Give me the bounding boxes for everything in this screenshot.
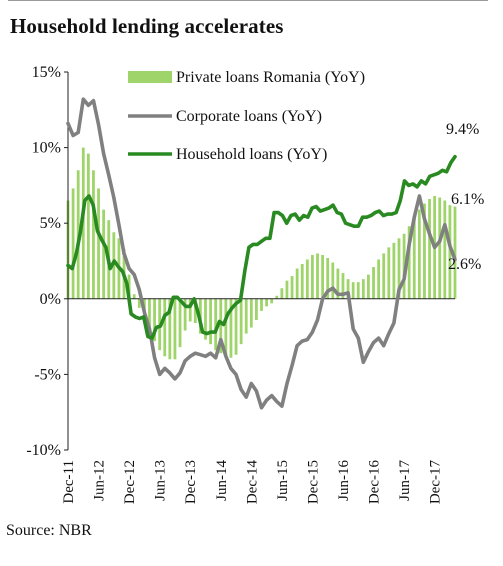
private-loans-bar bbox=[204, 298, 207, 340]
private-loans-bar bbox=[224, 298, 228, 357]
private-loans-bar bbox=[351, 282, 355, 299]
private-loans-bar bbox=[423, 203, 426, 299]
private-loans-bar bbox=[132, 294, 136, 299]
private-loans-bar bbox=[377, 259, 381, 299]
x-tick-label: Dec-13 bbox=[183, 460, 199, 504]
x-tick-label: Jun-13 bbox=[153, 460, 169, 501]
private-loans-bar bbox=[92, 170, 95, 299]
private-loans-bar bbox=[285, 280, 289, 299]
private-loans-bar bbox=[234, 298, 238, 355]
legend-swatch-private-loans bbox=[128, 71, 172, 83]
private-loans-bar bbox=[392, 242, 396, 299]
private-loans-bar bbox=[249, 298, 253, 328]
private-loans-bar bbox=[86, 153, 90, 299]
y-tick-label: 15% bbox=[32, 64, 61, 81]
x-tick-label: Dec-14 bbox=[244, 460, 260, 505]
x-tick-label: Jun-12 bbox=[92, 460, 108, 501]
y-tick-label: 5% bbox=[40, 215, 61, 232]
private-loans-bar bbox=[137, 298, 141, 308]
private-loans-bar bbox=[244, 298, 248, 334]
private-loans-bar bbox=[417, 209, 421, 299]
private-loans-bar bbox=[255, 298, 258, 320]
end-label-corporate: 2.6% bbox=[448, 256, 481, 273]
private-loans-bar bbox=[402, 233, 406, 299]
private-loans-bar bbox=[443, 200, 447, 299]
y-tick-label: 10% bbox=[32, 140, 61, 157]
private-loans-bar bbox=[356, 282, 360, 299]
x-tick-label: Dec-16 bbox=[367, 460, 383, 505]
private-loans-bar bbox=[178, 298, 182, 348]
private-loans-bar bbox=[331, 262, 335, 299]
private-loans-bar bbox=[305, 259, 309, 299]
private-loans-bar bbox=[387, 247, 391, 299]
private-loans-bar bbox=[412, 217, 416, 299]
private-loans-bar bbox=[219, 298, 223, 354]
private-loans-bar bbox=[316, 253, 319, 299]
private-loans-bar bbox=[209, 298, 212, 345]
private-loans-bar bbox=[321, 254, 324, 299]
x-tick-label: Jun-16 bbox=[336, 460, 352, 501]
household-loans-line bbox=[66, 154, 457, 340]
private-loans-bar bbox=[183, 298, 187, 331]
y-tick-label: -5% bbox=[34, 366, 61, 383]
legend-label-household-loans: Household loans (YoY) bbox=[176, 146, 327, 163]
private-loans-bar bbox=[153, 298, 156, 342]
private-loans-bar bbox=[397, 238, 401, 299]
y-tick-label: -10% bbox=[26, 442, 61, 459]
private-loans-bar bbox=[102, 209, 106, 299]
private-loans-bar bbox=[163, 298, 167, 357]
private-loans-bar bbox=[428, 199, 431, 299]
y-tick-label: 0% bbox=[40, 291, 61, 308]
top-rule bbox=[8, 0, 488, 1]
chart-title: Household lending accelerates bbox=[10, 14, 284, 38]
legend-label-corporate-loans: Corporate loans (YoY) bbox=[176, 108, 322, 125]
legend-label-private-loans: Private loans Romania (YoY) bbox=[176, 69, 365, 86]
private-loans-bar bbox=[97, 188, 100, 299]
end-label-private: 6.1% bbox=[451, 191, 484, 208]
private-loans-bar bbox=[341, 273, 345, 299]
private-loans-bar bbox=[361, 279, 365, 299]
private-loans-bar bbox=[280, 288, 284, 299]
x-tick-label: Jun-14 bbox=[214, 460, 230, 501]
x-tick-label: Jun-17 bbox=[397, 460, 413, 501]
private-loans-bar bbox=[270, 298, 274, 304]
private-loans-bar bbox=[71, 188, 75, 299]
private-loans-bar bbox=[148, 298, 151, 330]
private-loans-bar bbox=[260, 298, 263, 311]
private-loans-bar bbox=[311, 254, 314, 299]
private-loans-bar bbox=[326, 257, 330, 299]
corporate-loans-line bbox=[66, 97, 457, 410]
private-loans-bar bbox=[367, 274, 370, 299]
private-loans-bar bbox=[453, 206, 457, 299]
private-loans-bar bbox=[336, 268, 340, 299]
end-label-household: 9.4% bbox=[446, 121, 479, 138]
private-loans-bar bbox=[229, 298, 233, 358]
x-tick-label: Dec-12 bbox=[122, 460, 138, 504]
private-loans-bar bbox=[448, 205, 452, 299]
x-tick-label: Jun-15 bbox=[275, 460, 291, 501]
x-tick-label: Dec-15 bbox=[305, 460, 321, 504]
x-tick-label: Dec-11 bbox=[61, 460, 77, 504]
private-loans-bar bbox=[275, 295, 279, 299]
private-loans-bar bbox=[265, 298, 268, 307]
private-loans-bar bbox=[346, 279, 350, 299]
private-loans-bar bbox=[173, 298, 177, 360]
private-loans-bar bbox=[382, 253, 386, 299]
private-loans-bar bbox=[188, 298, 192, 322]
x-tick-label: Dec-17 bbox=[428, 460, 444, 505]
private-loans-bar bbox=[407, 226, 411, 299]
private-loans-bar bbox=[193, 298, 197, 323]
private-loans-bar bbox=[295, 268, 299, 299]
private-loans-bar bbox=[438, 197, 442, 299]
private-loans-bar bbox=[372, 267, 375, 299]
private-loans-bar bbox=[168, 298, 172, 360]
private-loans-bar bbox=[300, 264, 304, 299]
private-loans-bar bbox=[239, 298, 243, 345]
source-note: Source: NBR bbox=[6, 522, 92, 539]
private-loans-bar bbox=[290, 276, 294, 299]
private-loans-bar bbox=[214, 298, 218, 351]
